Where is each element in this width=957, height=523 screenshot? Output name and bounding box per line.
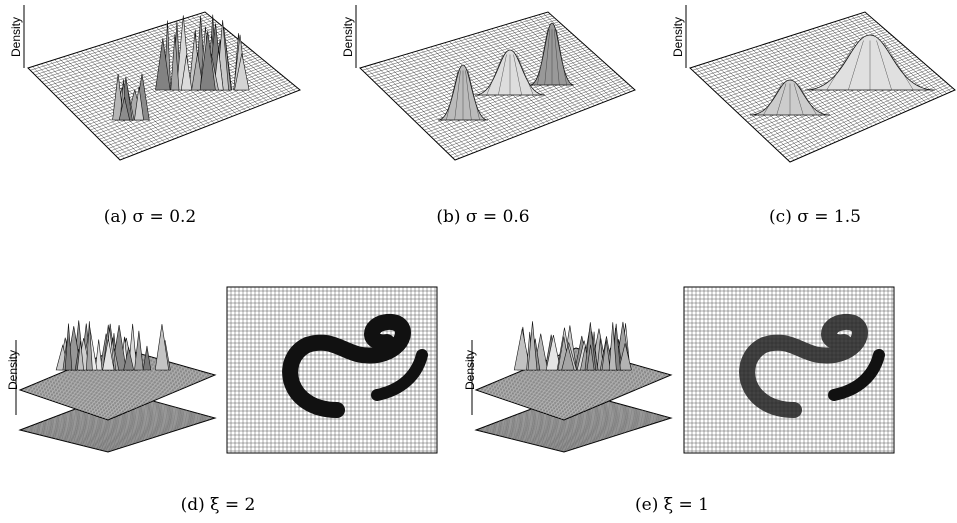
caption: (e) ξ = 1 [635,495,709,515]
caption: (b) σ = 0.6 [436,207,529,227]
page: Density Density Density Density Density … [0,0,957,523]
caption: (a) σ = 0.2 [104,207,197,227]
caption: (d) ξ = 2 [181,495,256,515]
image-frame [684,287,894,453]
axis-label: Density [341,17,355,57]
peak [135,331,144,370]
axis-label: Density [671,17,685,57]
axis-label: Density [9,17,23,57]
peak [155,324,168,370]
caption: (c) σ = 1.5 [769,207,861,227]
axis-label: Density [463,350,477,390]
axis-label: Density [6,350,20,390]
image-frame [227,287,437,453]
figure: Density Density Density Density Density … [0,0,957,523]
plots [16,5,955,453]
